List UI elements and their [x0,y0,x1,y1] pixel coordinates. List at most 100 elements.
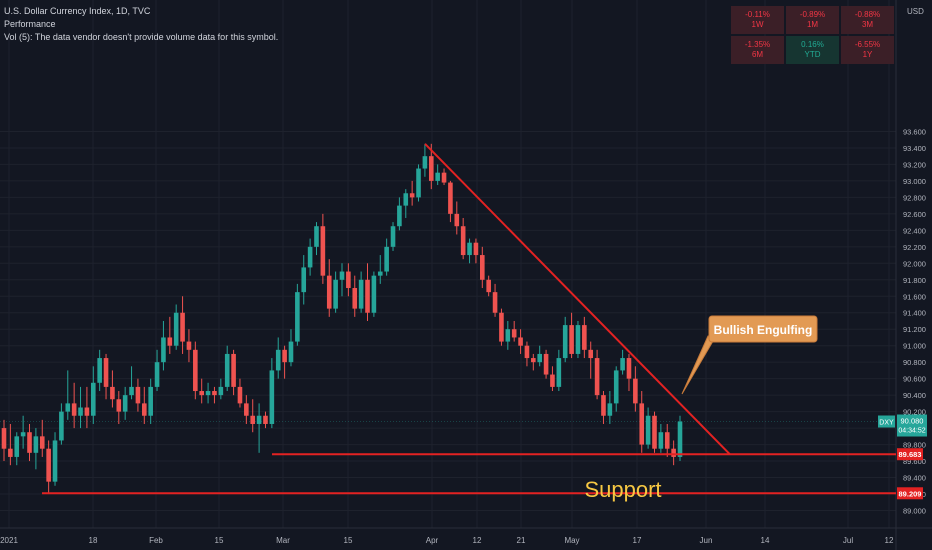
candle-down [569,325,574,354]
time-tick-label: 18 [89,536,98,545]
price-tick-label: 90.600 [903,375,926,384]
candle-up [505,329,511,342]
price-tick-label: 92.800 [903,193,926,202]
candle-up [314,226,319,247]
callout-box [708,315,818,343]
last-price-tag-bg [897,414,927,437]
candle-up [295,292,300,342]
candle-down [142,403,147,416]
candle-down [193,349,198,392]
candle-down [543,353,549,375]
candle-down [550,374,555,387]
price-tick-label: 92.000 [903,259,926,268]
candle-down [167,337,173,346]
perf-cell-3m: -0.88% 3M [841,6,894,34]
candle-up [620,358,625,371]
candle-up [148,386,153,416]
bullish-engulfing-label: Bullish Engulfing [714,323,813,337]
candle-down [84,407,90,416]
perf-value: -1.35% [744,40,771,49]
price-tick-label: 92.600 [903,210,926,219]
time-tick-label: 15 [215,536,224,545]
candle-down [473,242,479,256]
candle-up [288,341,294,363]
perf-cell-1m: -0.89% 1M [786,6,839,34]
candle-down [199,391,204,396]
candle-down [518,337,523,346]
last-price-value: 90.080 [901,417,924,426]
candle-down [601,395,606,416]
price-tick-label: 93.000 [903,177,926,186]
candle-up [78,407,83,416]
candle-up [677,421,683,457]
time-tick-label: 14 [761,536,770,545]
candle-down [639,403,645,445]
candle-up [154,362,160,387]
candle-up [122,395,128,412]
candle-down [352,288,358,309]
candle-up [275,349,281,371]
candle-up [658,432,664,449]
time-tick-label: May [564,536,579,545]
candle-up [339,271,345,280]
candle-down [282,349,287,363]
price-tick-label: 91.400 [903,309,926,318]
candle-up [129,386,134,396]
candle-down [8,448,13,457]
candle-up [52,440,58,482]
candle-down [326,275,332,309]
candle-up [422,156,428,169]
perf-period: 1Y [862,50,873,59]
candle-up [218,386,224,396]
candle-up [645,415,651,445]
candle-down [237,386,243,404]
price-tick-label: 89.800 [903,441,926,450]
countdown-timer: 04:34:52 [898,428,925,435]
candle-down [626,358,632,379]
candle-down [511,329,517,338]
candle-up [397,205,402,227]
candle-up [33,436,39,453]
price-tick-label: 92.400 [903,226,926,235]
candle-down [480,255,485,280]
candle-down [671,448,676,457]
perf-value: 0.16% [801,40,824,49]
candle-up [301,267,307,293]
price-tick-label: 91.200 [903,325,926,334]
candle-down [582,325,587,350]
candle-up [377,271,383,276]
price-tick-label: 93.400 [903,144,926,153]
candle-down [652,415,657,449]
indicator-performance: Performance [4,19,56,29]
perf-period: 1W [751,20,764,29]
perf-period: 6M [751,50,764,59]
symbol-tag: DXY [879,420,894,427]
candle-up [20,432,26,437]
perf-period: 3M [861,20,874,29]
candle-down [460,226,466,256]
candle-up [403,193,409,206]
candle-down [664,432,670,449]
candle-down [454,213,460,227]
candle-down [103,358,109,387]
candle-down [499,312,504,342]
callout-pointer [681,335,717,395]
candle-up [371,275,377,313]
candle-down [1,428,7,449]
candle-down [135,386,141,404]
price-tick-label: 93.200 [903,160,926,169]
time-tick-label: Jul [843,536,853,545]
candle-down [212,391,217,396]
candle-up [65,403,71,412]
candle-down [492,292,498,313]
perf-value: -0.88% [854,10,881,19]
perf-value: -0.89% [799,10,826,19]
perf-cell-1y: -6.55% 1Y [841,36,894,64]
price-tick-label: 90.200 [903,408,926,417]
candle-down [39,436,45,449]
perf-cell-1w: -0.11% 1W [731,6,784,34]
currency-label: USD [907,7,924,16]
candle-down [110,386,115,400]
price-tick-label: 90.800 [903,358,926,367]
